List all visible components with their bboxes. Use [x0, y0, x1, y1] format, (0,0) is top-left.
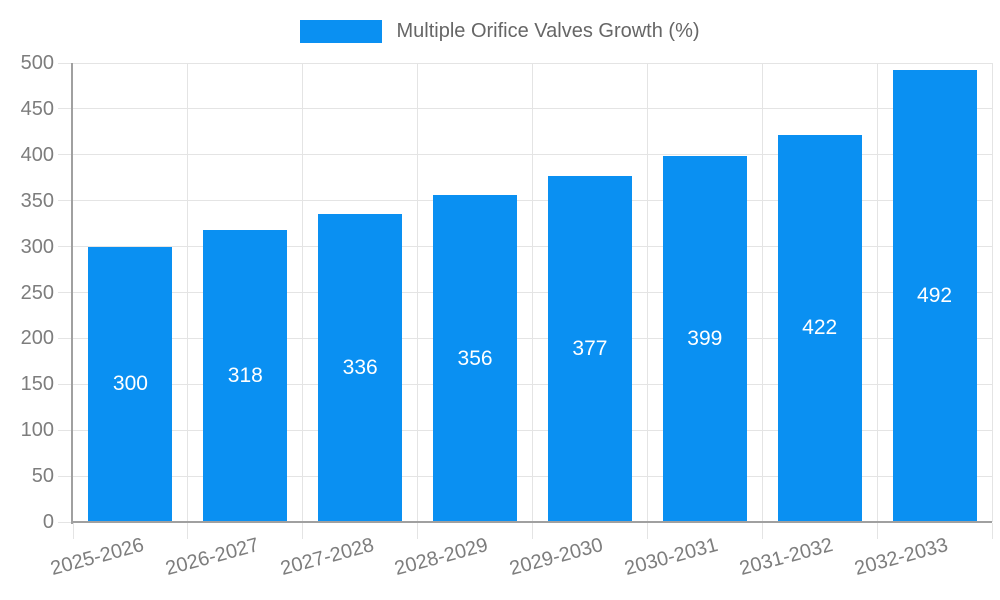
gridline	[417, 63, 419, 522]
x-tick-label: 2025-2026	[48, 534, 147, 581]
x-axis-tick	[417, 523, 419, 539]
y-axis-tick	[58, 154, 73, 156]
gridline	[646, 63, 648, 522]
y-tick-label: 400	[20, 143, 54, 166]
x-axis-tick	[72, 523, 74, 539]
gridline	[187, 63, 189, 522]
bar[interactable]: 377	[547, 175, 632, 522]
x-axis-tick	[187, 523, 189, 539]
y-axis-tick	[58, 246, 73, 248]
bar[interactable]: 336	[318, 213, 403, 522]
y-axis-tick	[58, 108, 73, 110]
bar-value-label: 492	[917, 284, 953, 308]
y-tick-label: 150	[20, 373, 54, 396]
y-axis-tick	[58, 521, 73, 523]
x-tick-label: 2032-2033	[852, 534, 951, 581]
x-axis-line	[71, 521, 992, 523]
y-axis-tick	[58, 475, 73, 477]
y-axis-tick	[58, 337, 73, 339]
gridline	[876, 63, 878, 522]
gridline	[532, 63, 533, 522]
bar-value-label: 336	[342, 355, 378, 379]
bar-value-label: 422	[802, 316, 838, 340]
x-tick-label: 2027-2028	[277, 534, 376, 581]
gridline	[991, 63, 993, 522]
y-tick-label: 250	[20, 281, 54, 304]
bar[interactable]: 300	[88, 246, 173, 522]
bar[interactable]: 492	[892, 70, 977, 522]
y-tick-label: 450	[20, 97, 54, 120]
x-tick-label: 2029-2030	[507, 534, 606, 581]
bar[interactable]: 356	[433, 195, 518, 522]
x-tick-label: 2026-2027	[162, 534, 262, 581]
gridline	[302, 63, 304, 522]
y-axis-tick	[58, 200, 73, 202]
x-axis-tick	[761, 523, 763, 539]
bar-value-label: 318	[227, 364, 263, 388]
x-axis-tick	[876, 523, 878, 539]
y-axis-tick	[58, 429, 73, 431]
y-axis-line	[71, 63, 73, 524]
x-axis-tick	[302, 523, 304, 539]
x-axis-tick	[991, 523, 993, 539]
bar-value-label: 377	[572, 336, 608, 360]
y-axis-tick	[58, 292, 73, 293]
legend-swatch	[300, 20, 383, 43]
chart-legend[interactable]: Multiple Orifice Valves Growth (%)	[0, 20, 1000, 43]
y-tick-label: 200	[20, 327, 54, 350]
gridline	[761, 63, 763, 522]
bar-value-label: 399	[687, 326, 723, 350]
x-axis-tick	[646, 523, 648, 539]
y-tick-label: 350	[20, 189, 54, 212]
x-axis-tick	[532, 523, 533, 539]
y-axis-tick	[58, 62, 73, 64]
bar-value-label: 356	[457, 346, 493, 370]
legend-label: Multiple Orifice Valves Growth (%)	[396, 20, 700, 42]
bar[interactable]: 422	[777, 134, 862, 522]
bar-value-label: 300	[112, 372, 148, 396]
y-tick-label: 500	[20, 52, 54, 74]
y-tick-label: 300	[20, 235, 54, 258]
x-tick-label: 2028-2029	[392, 534, 491, 581]
y-axis-tick	[58, 383, 73, 385]
y-tick-label: 0	[42, 511, 54, 533]
x-tick-label: 2030-2031	[622, 534, 721, 581]
bar[interactable]: 318	[203, 230, 288, 522]
y-tick-label: 100	[20, 419, 54, 442]
y-tick-label: 50	[31, 465, 54, 488]
bar[interactable]: 399	[662, 155, 747, 522]
x-tick-label: 2031-2032	[737, 534, 836, 581]
